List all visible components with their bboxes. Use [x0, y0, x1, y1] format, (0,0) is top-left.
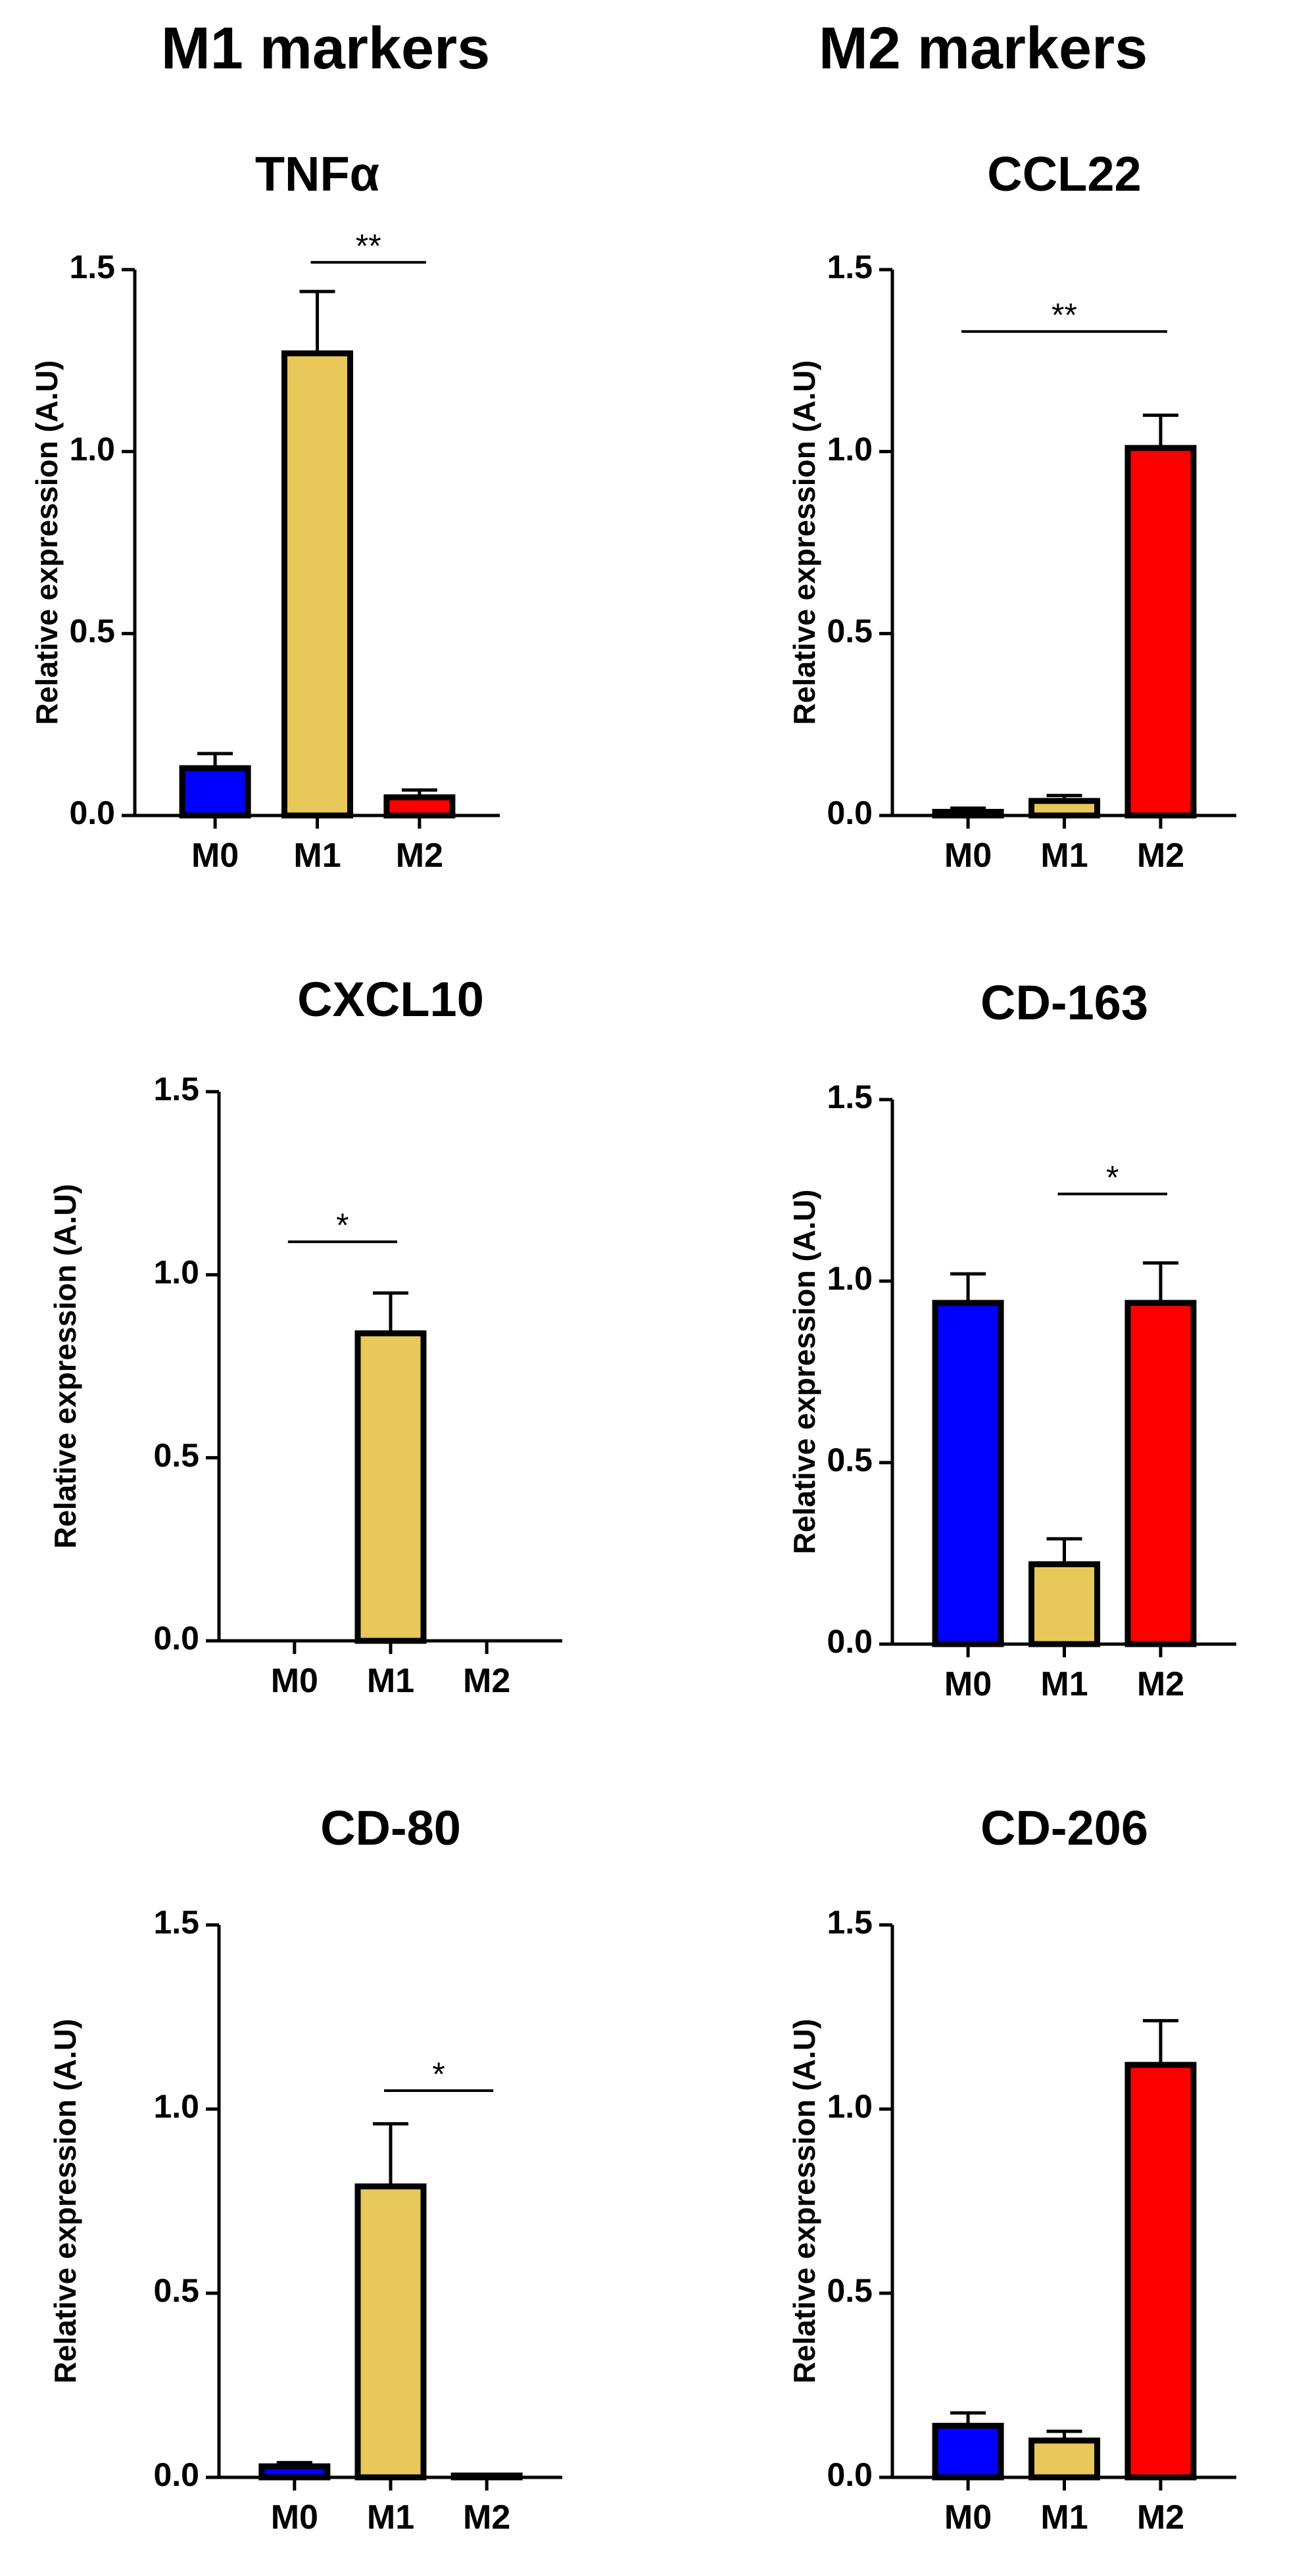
x-tick-label: M2	[1137, 837, 1184, 875]
chart-title: CXCL10	[297, 972, 484, 1027]
y-axis-label: Relative expression (A.U)	[30, 360, 64, 725]
y-tick-label: 1.5	[827, 1904, 873, 1941]
y-axis-label: Relative expression (A.U)	[48, 2019, 82, 2384]
bar-m1	[354, 1330, 427, 1644]
y-tick-label: 0.5	[827, 613, 873, 650]
chart-title: TNFα	[255, 147, 379, 201]
y-axis-label: Relative expression (A.U)	[787, 360, 821, 725]
x-tick-label: M0	[271, 2498, 318, 2537]
bar-m0	[179, 765, 251, 819]
x-tick-label: M2	[463, 1662, 510, 1700]
bar-m1	[1028, 798, 1100, 819]
chart-panel: CCL22 Relative expression (A.U) 0.0 0.5 1.0 1…	[787, 147, 1236, 875]
y-tick-label: 0.5	[153, 1437, 199, 1474]
y-tick-label: 0.0	[153, 2456, 199, 2493]
x-tick-label: M2	[1137, 1665, 1184, 1703]
x-tick-label: M2	[463, 2498, 510, 2537]
chart-panel: TNFα Relative expression (A.U) 0.0 0.5 1.0 1.…	[30, 147, 500, 875]
bar-m2	[1125, 2062, 1197, 2481]
y-tick-label: 1.0	[153, 2088, 199, 2125]
x-tick-label: M0	[271, 1662, 318, 1700]
significance-label: **	[1052, 297, 1077, 333]
y-tick-label: 1.0	[827, 2088, 873, 2125]
y-tick-label: 0.0	[153, 1620, 199, 1657]
bar-m2	[1125, 445, 1197, 819]
y-tick-label: 0.5	[827, 1442, 873, 1478]
x-tick-label: M0	[944, 837, 992, 875]
y-tick-label: 0.0	[827, 794, 873, 831]
bar-m1	[281, 350, 353, 819]
y-tick-label: 1.0	[69, 431, 115, 468]
bar-m2	[1125, 1300, 1197, 1647]
y-tick-label: 1.0	[827, 431, 873, 468]
y-tick-label: 1.0	[153, 1254, 199, 1291]
x-tick-label: M1	[367, 1662, 414, 1700]
bar-m1	[1028, 1561, 1100, 1647]
y-tick-label: 1.5	[153, 1071, 199, 1107]
x-tick-label: M1	[1040, 1665, 1088, 1703]
bar-m1	[354, 2183, 427, 2481]
chart-title: CD-206	[980, 1801, 1148, 1855]
y-tick-label: 0.5	[827, 2272, 873, 2309]
x-tick-label: M0	[944, 1665, 992, 1703]
x-tick-label: M2	[1137, 2498, 1184, 2537]
chart-panel: CD-80 Relative expression (A.U) 0.0 0.5 1.0 1…	[48, 1801, 562, 2537]
chart-title: CD-163	[980, 975, 1148, 1030]
y-tick-label: 1.5	[153, 1904, 199, 1941]
x-tick-label: M0	[191, 837, 239, 875]
chart-title: CCL22	[987, 147, 1141, 201]
x-tick-label: M1	[1040, 837, 1088, 875]
y-axis-label: Relative expression (A.U)	[787, 1190, 821, 1555]
y-axis-label: Relative expression (A.U)	[48, 1184, 82, 1549]
y-tick-label: 1.5	[69, 249, 115, 285]
significance-label: *	[1106, 1159, 1119, 1196]
significance-label: *	[336, 1207, 349, 1244]
bar-m0	[932, 2423, 1004, 2481]
m2-markers-heading: M2 markers	[818, 16, 1148, 82]
y-tick-label: 1.5	[827, 249, 873, 285]
x-tick-label: M1	[1040, 2498, 1088, 2537]
y-tick-label: 0.0	[827, 1623, 873, 1660]
bar-m1	[1028, 2437, 1100, 2481]
y-tick-label: 1.5	[827, 1079, 873, 1115]
chart-panel: CXCL10 Relative expression (A.U) 0.0 0.5 1.0…	[48, 972, 562, 1700]
y-tick-label: 0.5	[153, 2272, 199, 2309]
y-tick-label: 1.0	[827, 1260, 873, 1297]
significance-label: *	[432, 2056, 445, 2093]
y-axis-label: Relative expression (A.U)	[787, 2019, 821, 2384]
y-tick-label: 0.5	[69, 613, 115, 650]
x-tick-label: M1	[293, 837, 341, 875]
x-tick-label: M1	[367, 2498, 414, 2537]
y-tick-label: 0.0	[69, 794, 115, 831]
x-tick-label: M0	[944, 2498, 992, 2537]
y-tick-label: 0.0	[827, 2456, 873, 2493]
significance-label: **	[356, 228, 381, 264]
chart-title: CD-80	[320, 1801, 461, 1855]
bar-m0	[932, 1300, 1004, 1647]
chart-panel: CD-206 Relative expression (A.U) 0.0 0.5 1.0…	[787, 1801, 1236, 2537]
m1-markers-heading: M1 markers	[160, 16, 491, 82]
x-tick-label: M2	[396, 837, 443, 875]
bar-m2	[383, 794, 456, 819]
chart-panel: CD-163 Relative expression (A.U) 0.0 0.5 1.0…	[787, 975, 1236, 1703]
bar-m0	[258, 2463, 331, 2481]
